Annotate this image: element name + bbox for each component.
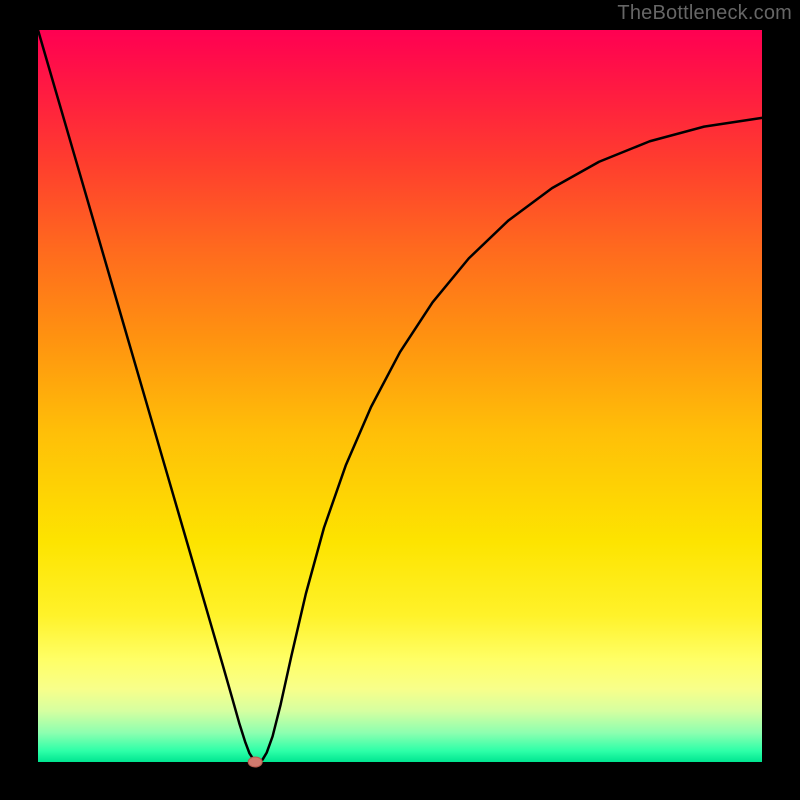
chart-container: TheBottleneck.com — [0, 0, 800, 800]
minimum-marker — [248, 757, 262, 767]
bottleneck-chart — [0, 0, 800, 800]
watermark-text: TheBottleneck.com — [617, 2, 792, 25]
